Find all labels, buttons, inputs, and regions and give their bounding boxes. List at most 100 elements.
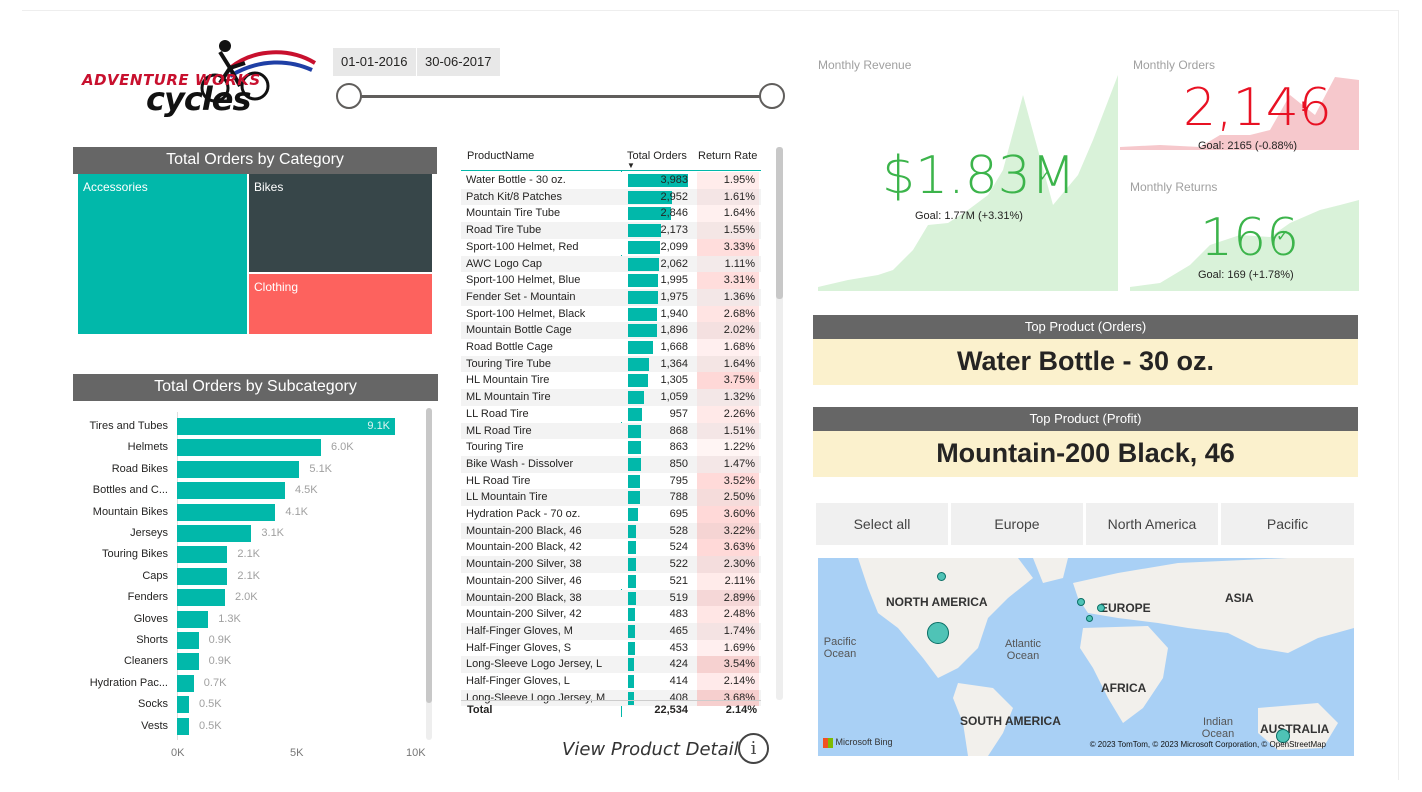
- col-header-orders[interactable]: Total Orders: [627, 150, 687, 162]
- table-row[interactable]: Road Tire Tube 2,173 1.55%: [461, 222, 761, 239]
- table-scrollbar[interactable]: [776, 147, 783, 700]
- date-slider-end-handle[interactable]: [759, 83, 785, 109]
- table-row[interactable]: LL Mountain Tire 788 2.50%: [461, 489, 761, 506]
- map-bubble[interactable]: [937, 572, 946, 581]
- subcategory-bar[interactable]: [177, 653, 199, 671]
- table-row[interactable]: Road Bottle Cage 1,668 1.68%: [461, 339, 761, 356]
- return-rate-cell: 2.26%: [697, 405, 759, 423]
- orders-data-bar: [628, 224, 661, 238]
- table-row[interactable]: Fender Set - Mountain 1,975 1.36%: [461, 288, 761, 306]
- sales-map[interactable]: NORTH AMERICA EUROPE ASIA AFRICA SOUTH A…: [818, 558, 1354, 756]
- orders-cell: 957: [669, 407, 688, 420]
- subcategory-bar[interactable]: [177, 525, 252, 542]
- orders-data-bar: [628, 290, 658, 304]
- table-row[interactable]: Mountain-200 Silver, 38 522 2.30%: [461, 556, 761, 573]
- map-label-australia: AUSTRALIA: [1260, 722, 1330, 736]
- table-row[interactable]: Mountain-200 Silver, 42 483 2.48%: [461, 606, 761, 623]
- map-bubble[interactable]: [1097, 604, 1105, 612]
- date-slider-track[interactable]: [348, 95, 772, 98]
- return-rate-cell: 1.11%: [697, 255, 759, 273]
- table-row[interactable]: Water Bottle - 30 oz. 3,983 1.95%: [461, 172, 761, 189]
- table-row[interactable]: Sport-100 Helmet, Red 2,099 3.33%: [461, 238, 761, 256]
- subcategory-bar[interactable]: [177, 460, 300, 478]
- table-row[interactable]: Sport-100 Helmet, Blue 1,995 3.31%: [461, 272, 761, 289]
- subcategory-bar[interactable]: [177, 482, 285, 500]
- subcategory-bar[interactable]: [177, 503, 276, 521]
- table-row[interactable]: Mountain Tire Tube 2,846 1.64%: [461, 205, 761, 223]
- region-select-all[interactable]: Select all: [816, 503, 948, 545]
- map-label-europe: EUROPE: [1100, 601, 1151, 615]
- table-row[interactable]: ML Road Tire 868 1.51%: [461, 422, 761, 440]
- table-row[interactable]: Sport-100 Helmet, Black 1,940 2.68%: [461, 305, 761, 323]
- subcategory-bar[interactable]: [177, 717, 189, 735]
- product-name-cell: LL Mountain Tire: [466, 491, 548, 504]
- subcategory-label: Caps: [142, 569, 168, 582]
- table-row[interactable]: Mountain-200 Silver, 46 521 2.11%: [461, 572, 761, 590]
- date-end-input[interactable]: 30-06-2017: [417, 48, 500, 76]
- header-divider: [461, 170, 761, 171]
- date-start-input[interactable]: 01-01-2016: [333, 48, 416, 76]
- table-row[interactable]: AWC Logo Cap 2,062 1.11%: [461, 255, 761, 273]
- treemap-tile-clothing[interactable]: Clothing: [249, 274, 432, 334]
- orders-data-bar: [628, 257, 660, 271]
- date-slider-start-handle[interactable]: [336, 83, 362, 109]
- region-north-america[interactable]: North America: [1086, 503, 1218, 545]
- table-row[interactable]: LL Road Tire 957 2.26%: [461, 405, 761, 423]
- return-rate-cell: 3.60%: [697, 506, 759, 523]
- view-product-detail-button[interactable]: View Product Detail: [562, 739, 739, 760]
- return-rate-cell: 3.63%: [697, 539, 759, 557]
- orders-cell: 465: [669, 624, 688, 637]
- col-header-return[interactable]: Return Rate: [698, 150, 758, 162]
- table-row[interactable]: HL Mountain Tire 1,305 3.75%: [461, 372, 761, 390]
- treemap-tile-accessories[interactable]: Accessories: [78, 174, 247, 334]
- map-bubble[interactable]: [927, 622, 949, 644]
- map-label-asia: ASIA: [1225, 591, 1254, 605]
- treemap-tile-bikes[interactable]: Bikes: [249, 174, 432, 272]
- table-row[interactable]: ML Mountain Tire 1,059 1.32%: [461, 389, 761, 406]
- table-row[interactable]: Mountain Bottle Cage 1,896 2.02%: [461, 322, 761, 339]
- subcategory-bar[interactable]: [177, 632, 199, 649]
- product-name-cell: Half-Finger Gloves, L: [466, 675, 570, 687]
- return-rate-cell: 1.74%: [697, 622, 759, 640]
- table-row[interactable]: Bike Wash - Dissolver 850 1.47%: [461, 455, 761, 473]
- table-row[interactable]: Mountain-200 Black, 38 519 2.89%: [461, 589, 761, 607]
- table-row[interactable]: Mountain-200 Black, 42 524 3.63%: [461, 539, 761, 557]
- table-row[interactable]: Half-Finger Gloves, L 414 2.14%: [461, 673, 761, 690]
- orders-data-bar: [628, 658, 635, 672]
- table-row[interactable]: Touring Tire Tube 1,364 1.64%: [461, 355, 761, 373]
- subcategory-bar[interactable]: [177, 589, 225, 607]
- table-row[interactable]: Patch Kit/8 Patches 2,952 1.61%: [461, 188, 761, 206]
- map-bubble[interactable]: [1276, 729, 1290, 743]
- table-row[interactable]: Half-Finger Gloves, S 453 1.69%: [461, 639, 761, 657]
- subcategory-bar[interactable]: [177, 567, 228, 585]
- orders-cell: 453: [669, 641, 688, 654]
- orders-cell: 1,940: [660, 307, 688, 320]
- map-bubble[interactable]: [1086, 615, 1093, 622]
- orders-data-bar: [628, 641, 635, 655]
- subcategory-bar[interactable]: [177, 674, 194, 692]
- col-header-product[interactable]: ProductName: [467, 150, 535, 162]
- product-name-cell: Sport-100 Helmet, Blue: [466, 274, 581, 287]
- map-bubble[interactable]: [1077, 598, 1085, 606]
- subcategory-bar[interactable]: [177, 610, 209, 628]
- table-row[interactable]: Long-Sleeve Logo Jersey, L 424 3.54%: [461, 656, 761, 673]
- subcategory-label: Touring Bikes: [101, 548, 168, 561]
- subcategory-bar[interactable]: [177, 696, 189, 714]
- bing-logo: Microsoft Bing: [823, 737, 893, 748]
- return-rate-cell: 1.22%: [697, 439, 759, 456]
- table-row[interactable]: Half-Finger Gloves, M 465 1.74%: [461, 622, 761, 640]
- table-row[interactable]: Touring Tire 863 1.22%: [461, 439, 761, 456]
- region-pacific[interactable]: Pacific: [1221, 503, 1354, 545]
- table-row[interactable]: HL Road Tire 795 3.52%: [461, 472, 761, 490]
- subcategory-bar[interactable]: [177, 546, 228, 564]
- table-row[interactable]: Mountain-200 Black, 46 528 3.22%: [461, 522, 761, 540]
- subcategory-scrollbar[interactable]: [426, 408, 432, 740]
- info-icon[interactable]: i: [738, 733, 769, 764]
- orders-cell: 2,099: [660, 240, 688, 253]
- subcategory-bar[interactable]: [177, 439, 321, 457]
- region-europe[interactable]: Europe: [951, 503, 1083, 545]
- revenue-value: $1.83M: [882, 146, 1076, 206]
- table-row[interactable]: Hydration Pack - 70 oz. 695 3.60%: [461, 506, 761, 523]
- subcategory-bar[interactable]: [177, 418, 396, 435]
- orders-data-bar: [628, 541, 636, 555]
